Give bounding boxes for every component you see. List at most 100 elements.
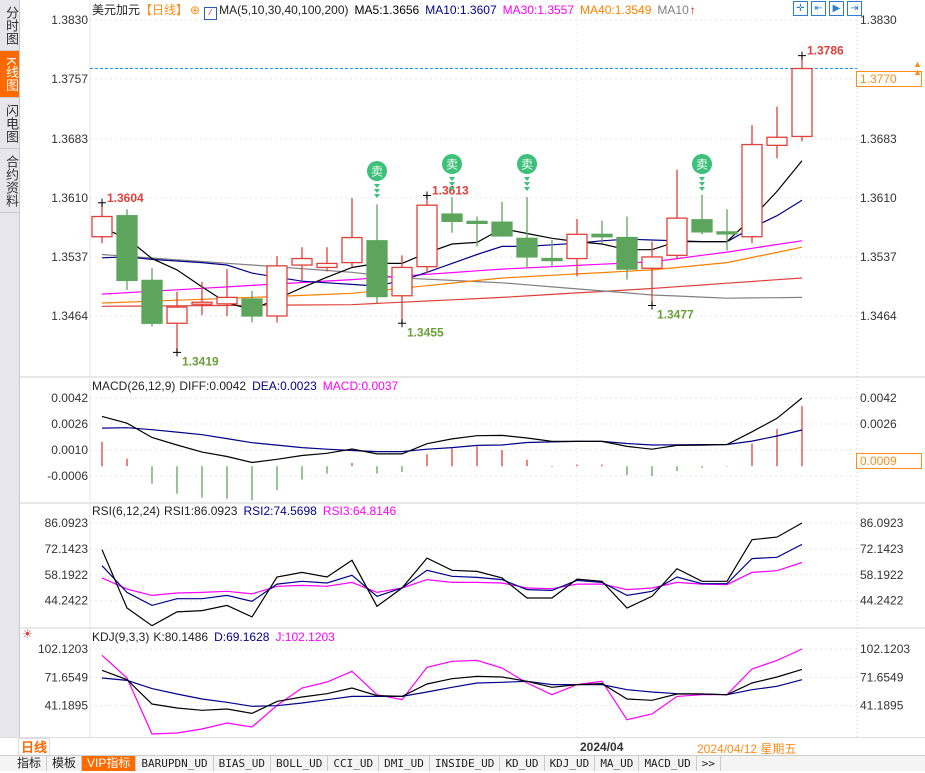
candle-down	[516, 237, 538, 258]
price-right-tick: 1.3537	[860, 250, 897, 264]
tab-cci-ud[interactable]: CCI_UD	[328, 756, 380, 771]
price-left-tick: 1.3683	[51, 132, 88, 146]
candle-down	[441, 213, 463, 223]
sidebar-item-time-chart[interactable]: 分时图	[0, 0, 19, 51]
tab-boll-ud[interactable]: BOLL_UD	[271, 756, 329, 771]
extreme-marker	[173, 348, 181, 357]
fit-range-icon[interactable]: ⇤	[811, 1, 826, 16]
tab-more[interactable]: >>	[697, 756, 722, 771]
down-arrow-icon	[449, 177, 455, 181]
down-arrow-icon	[524, 187, 530, 191]
kdj-d-value: D:69.1628	[214, 630, 270, 644]
tab-inside-ud[interactable]: INSIDE_UD	[430, 756, 501, 771]
kdj-header: KDJ(9,3,3) K:80.1486 D:69.1628 J:102.1203	[92, 630, 341, 644]
high-price-label: 1.3786	[807, 44, 844, 58]
candle-down	[466, 220, 488, 225]
tab-kd-ud[interactable]: KD_UD	[500, 756, 545, 771]
price-right-tick: 1.3464	[860, 309, 897, 323]
tab-ma-ud[interactable]: MA_UD	[595, 756, 640, 771]
extreme-marker	[423, 191, 431, 200]
crosshair-icon[interactable]: ✛	[793, 1, 808, 16]
candle-up	[291, 257, 313, 266]
tab-barupdn-ud[interactable]: BARUPDN_UD	[136, 756, 214, 771]
down-arrow-icon	[374, 184, 380, 188]
candle-down	[241, 298, 263, 317]
chart-canvas[interactable]: 1.3830 1.3830 1.3757 1.3683 1.3683 1.3610 1.36…	[0, 0, 925, 737]
candle-up	[791, 67, 813, 138]
rsi-right-tick: 44.2422	[860, 594, 904, 608]
candle-down	[366, 240, 388, 298]
current-date: 2024/04/12 星期五	[697, 742, 797, 756]
price-left-tick: 1.3537	[51, 250, 88, 264]
exit-right-icon[interactable]: ⇥	[847, 1, 862, 16]
price-left-tick: 1.3464	[51, 309, 88, 323]
chart-toolbar: ✛ ⇤ ▶ ⇥	[793, 1, 862, 16]
sidebar-item-k-line[interactable]: K线图	[0, 51, 19, 98]
down-arrow-icon	[449, 182, 455, 186]
price-right-tick: 1.3683	[860, 132, 897, 146]
sidebar-item-contract-info[interactable]: 合约资料	[0, 149, 19, 213]
rsi-left-tick: 86.0923	[45, 516, 89, 530]
kdj-left-tick: 102.1203	[38, 642, 88, 656]
price-right-tick: 1.3830	[860, 13, 897, 27]
ma5-value: MA5:1.3656	[354, 3, 420, 17]
candle-up	[666, 217, 688, 256]
price-left-tick: 1.3830	[51, 13, 88, 27]
kdj-right-tick: 71.6549	[860, 670, 904, 684]
tab-bias-ud[interactable]: BIAS_UD	[214, 756, 271, 771]
macd-header: MACD(26,12,9) DIFF:0.0042 DEA:0.0023 MACD:0…	[92, 379, 404, 393]
kdj-left-tick: 71.6549	[45, 670, 89, 684]
down-arrow-icon	[699, 182, 705, 186]
extreme-marker	[798, 51, 806, 60]
macd-left-tick: 0.0010	[51, 443, 88, 457]
rsi2-line	[101, 543, 803, 607]
ma-label: MA(5,10,30,40,100,200)	[219, 3, 349, 17]
kdj-k-value: K:80.1486	[153, 630, 209, 644]
candle-up	[266, 265, 288, 317]
kdj-settings-icon[interactable]: ☀	[22, 627, 33, 641]
kdj-left-tick: 41.1895	[45, 699, 89, 713]
rsi-right-tick: 86.0923	[860, 516, 904, 530]
tab-macd-ud[interactable]: MACD_UD	[639, 756, 697, 771]
down-arrow-icon	[374, 189, 380, 193]
ma200-line	[101, 277, 803, 307]
ma100-line	[101, 253, 803, 299]
kdj-k-line	[101, 668, 803, 715]
tab-templates[interactable]: 模板	[47, 756, 83, 771]
up-arrow-icon[interactable]: ↑	[689, 3, 696, 17]
kdj-d-line	[101, 677, 803, 707]
sell-signal-badge	[692, 154, 712, 174]
kdj-title: KDJ(9,3,3)	[92, 630, 150, 644]
down-arrow-icon	[699, 177, 705, 181]
play-forward-icon[interactable]: ▶	[829, 1, 844, 16]
candle-down	[716, 231, 738, 235]
candle-down	[491, 221, 513, 237]
kdj-right-tick: 41.1895	[860, 699, 904, 713]
status-bar: 日线▲ 2024/04 2024/04/12 星期五	[0, 737, 925, 772]
macd-dea-value: DEA:0.0023	[252, 379, 317, 393]
tab-kdj-ud[interactable]: KDJ_UD	[545, 756, 596, 771]
price-left-tick: 1.3610	[51, 191, 88, 205]
last-price-tag: 1.3770	[856, 71, 922, 87]
candle-down	[691, 219, 713, 233]
ma-chart-icon[interactable]: ⁄	[204, 7, 218, 20]
candle-up	[641, 256, 663, 269]
period-label[interactable]: 【日线】	[140, 3, 189, 17]
tab-dmi-ud[interactable]: DMI_UD	[379, 756, 430, 771]
down-arrow-icon	[449, 187, 455, 191]
tab-vip-indicators[interactable]: VIP指标	[82, 756, 137, 771]
price-right-tick: 1.3610	[860, 191, 897, 205]
tab-indicators[interactable]: 指标	[12, 756, 48, 771]
candle-down	[616, 236, 638, 270]
macd-right-tick: 0.0026	[860, 417, 897, 431]
low-price-label: 1.3455	[407, 325, 444, 339]
rsi-left-tick: 58.1922	[45, 568, 89, 582]
candle-up	[191, 301, 213, 305]
period-selector[interactable]: 日线▲	[18, 738, 50, 772]
extreme-marker	[398, 319, 406, 328]
rsi3-value: RSI3:64.8146	[322, 504, 397, 518]
ma30-line	[101, 240, 803, 295]
add-circle-icon[interactable]: ⊕	[190, 3, 201, 17]
candle-down	[541, 257, 563, 262]
sidebar-item-flash-chart[interactable]: 闪电图	[0, 98, 19, 149]
